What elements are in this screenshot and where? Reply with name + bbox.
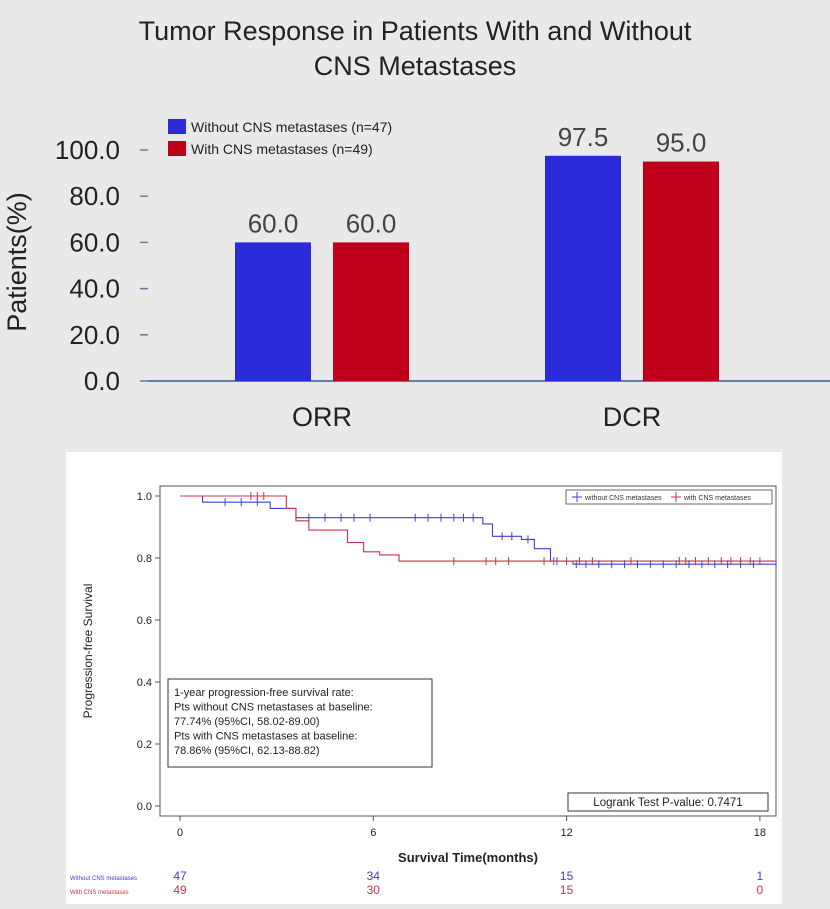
km-x-axis-title: Survival Time(months) bbox=[398, 850, 538, 865]
bar-y-tick-label: 60.0 bbox=[69, 227, 120, 257]
km-y-tick-label: 0.4 bbox=[137, 677, 152, 689]
risk-count-without: 1 bbox=[757, 869, 764, 883]
bar-y-tick-label: 80.0 bbox=[69, 181, 120, 211]
km-curve-without bbox=[180, 495, 776, 565]
risk-count-without: 34 bbox=[367, 869, 381, 883]
bar-y-tick-label: 0.0 bbox=[84, 366, 120, 396]
km-pvalue-box: Logrank Test P-value: 0.7471 bbox=[567, 792, 769, 812]
km-annotation-line: 1-year progression-free survival rate: bbox=[174, 687, 354, 699]
km-plot-frame bbox=[159, 485, 777, 817]
legend-swatch-with bbox=[168, 141, 186, 156]
km-annotation-box: 1-year progression-free survival rate: Pt… bbox=[167, 678, 433, 768]
risk-count-without: 15 bbox=[560, 869, 574, 883]
bar-y-ticks: 100.0 80.0 60.0 40.0 20.0 0.0 bbox=[55, 135, 148, 396]
km-y-axis-title: Progression-free Survival bbox=[81, 584, 95, 719]
bar-y-tick-label: 100.0 bbox=[55, 135, 120, 165]
km-curve-with bbox=[180, 495, 776, 562]
top-chart-title: Tumor Response in Patients With and With… bbox=[0, 14, 830, 84]
km-annotation-frame bbox=[167, 678, 433, 768]
risk-label-without: Without CNS metastases bbox=[70, 876, 137, 882]
bar-value-label: 60.0 bbox=[248, 208, 299, 238]
bar-category-labels: ORR DCR bbox=[292, 402, 661, 432]
bar-value-label: 97.5 bbox=[558, 122, 609, 152]
bar-marks: 60.0 60.0 97.5 95.0 bbox=[235, 122, 719, 381]
legend-label-without: Without CNS metastases (n=47) bbox=[191, 119, 392, 135]
bar-chart: Patients(%) 100.0 80.0 60.0 40.0 20.0 0.0 Wit… bbox=[2, 119, 830, 432]
km-y-tick-label: 0.2 bbox=[137, 739, 152, 751]
top-chart-title-line2: CNS Metastases bbox=[313, 51, 517, 81]
risk-count-with: 0 bbox=[757, 883, 764, 897]
risk-count-with: 49 bbox=[173, 883, 187, 897]
bar-y-tick-label: 40.0 bbox=[69, 274, 120, 304]
km-pvalue-text: Logrank Test P-value: 0.7471 bbox=[593, 797, 742, 809]
km-x-tick-label: 6 bbox=[370, 827, 376, 839]
bar-y-axis-title: Patients(%) bbox=[2, 192, 32, 332]
km-annotation-line: Pts with CNS metastases at baseline: bbox=[174, 731, 357, 743]
km-annotation-line: 78.86% (95%CI, 62.13-88.82) bbox=[174, 745, 320, 757]
km-legend-label-with: with CNS metastases bbox=[683, 495, 751, 502]
km-pvalue-frame bbox=[567, 792, 769, 812]
bar-value-label: 95.0 bbox=[656, 128, 707, 158]
risk-count-without: 47 bbox=[173, 869, 187, 883]
km-y-tick-label: 0.8 bbox=[137, 553, 152, 565]
km-x-tick-label: 18 bbox=[754, 827, 766, 839]
top-chart-title-line1: Tumor Response in Patients With and With… bbox=[138, 16, 692, 46]
km-y-tick-label: 1.0 bbox=[137, 491, 152, 503]
bar-category-orr: ORR bbox=[292, 402, 352, 432]
km-legend: without CNS metastases with CNS metastas… bbox=[565, 489, 773, 505]
km-legend-box bbox=[565, 489, 773, 505]
km-x-tick-label: 0 bbox=[177, 827, 183, 839]
bar-orr-with bbox=[333, 242, 409, 381]
km-annotation-line: Pts without CNS metastases at baseline: bbox=[174, 702, 373, 714]
km-legend-label-without: without CNS metastases bbox=[584, 495, 662, 502]
bar-category-dcr: DCR bbox=[603, 402, 662, 432]
bar-y-tick-label: 20.0 bbox=[69, 320, 120, 350]
km-curves bbox=[180, 492, 777, 569]
risk-count-with: 15 bbox=[560, 883, 574, 897]
bar-orr-without bbox=[235, 242, 311, 381]
risk-label-with: With CNS metastases bbox=[70, 890, 129, 896]
km-x-tick-label: 12 bbox=[560, 827, 572, 839]
km-x-ticks: 0 6 12 18 bbox=[177, 816, 766, 839]
bar-dcr-with bbox=[643, 161, 719, 381]
km-y-ticks: 1.0 0.8 0.6 0.4 0.2 0.0 bbox=[137, 491, 160, 813]
bar-dcr-without bbox=[545, 155, 621, 381]
legend-label-with: With CNS metastases (n=49) bbox=[191, 141, 373, 157]
km-annotation-line: 77.74% (95%CI, 58.02-89.00) bbox=[174, 716, 320, 728]
legend-swatch-without bbox=[168, 119, 186, 134]
risk-count-with: 30 bbox=[367, 883, 381, 897]
km-risk-table: Without CNS metastases With CNS metastas… bbox=[70, 869, 764, 897]
km-panel: 1.0 0.8 0.6 0.4 0.2 0.0 0 6 12 18 Progression-fr… bbox=[66, 452, 782, 904]
km-y-tick-label: 0.0 bbox=[137, 801, 152, 813]
km-y-tick-label: 0.6 bbox=[137, 615, 152, 627]
km-chart: 1.0 0.8 0.6 0.4 0.2 0.0 0 6 12 18 Progression-fr… bbox=[70, 485, 777, 897]
bar-legend: Without CNS metastases (n=47) With CNS m… bbox=[168, 119, 392, 157]
bar-value-label: 60.0 bbox=[346, 208, 397, 238]
